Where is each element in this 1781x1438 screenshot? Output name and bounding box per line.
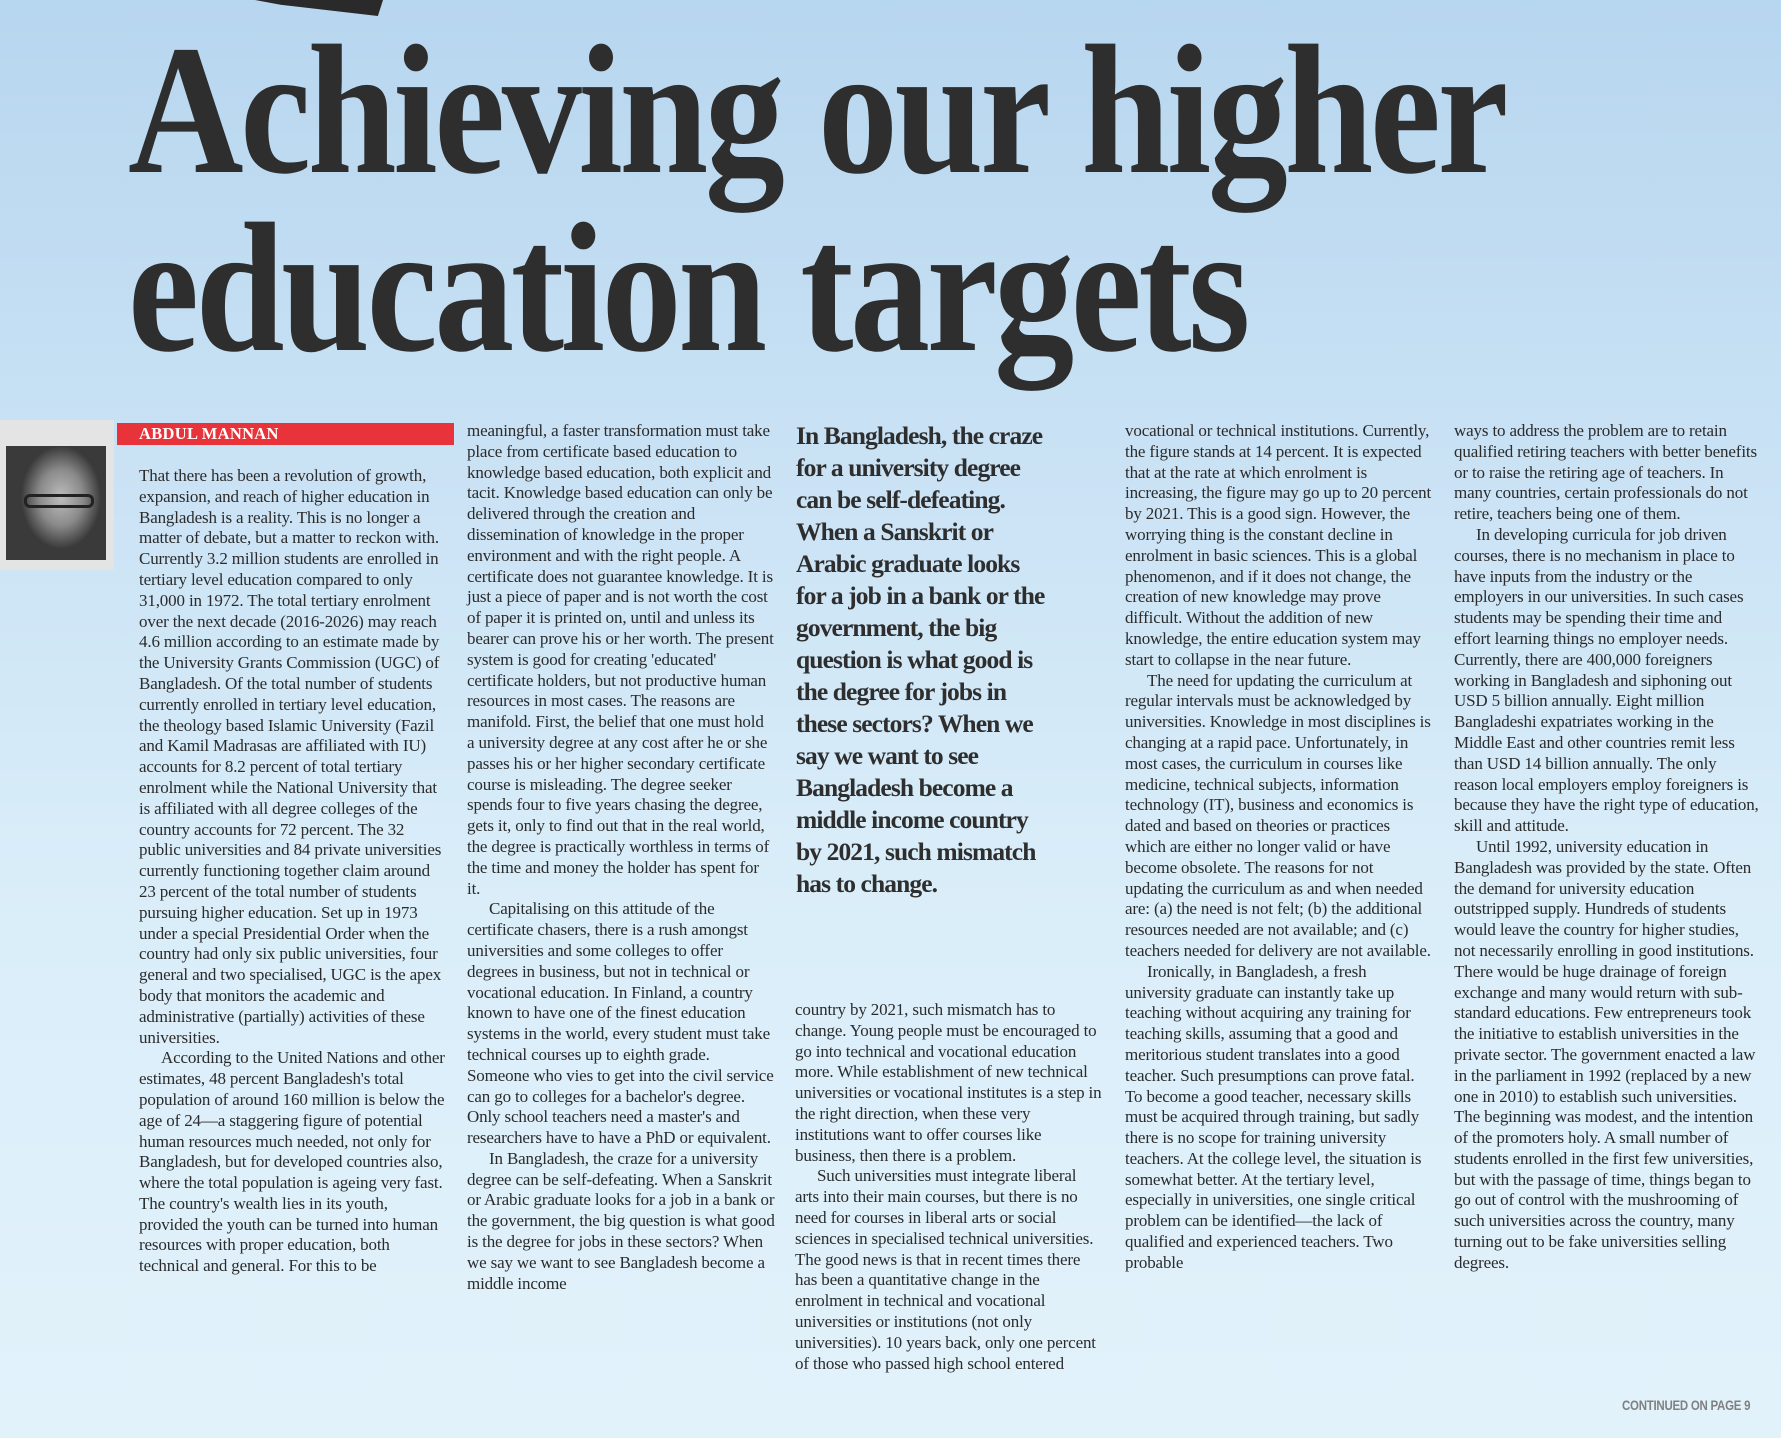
paragraph: vocational or technical institutions. Cu… (1125, 421, 1432, 669)
paragraph: ways to address the problem are to retai… (1454, 421, 1757, 524)
continued-on-page-label: CONTINUED ON PAGE 9 (1622, 1398, 1751, 1413)
headline: Achieving our higher education targets (128, 8, 1509, 391)
article-column-5: ways to address the problem are to retai… (1454, 421, 1762, 1274)
paragraph: country by 2021, such mismatch has to ch… (795, 1000, 1102, 1165)
headline-line-1: Achieving our higher (128, 8, 1509, 213)
article-column-1: That there has been a revolution of grow… (139, 466, 447, 1277)
article-column-4: vocational or technical institutions. Cu… (1125, 421, 1433, 1274)
paragraph: Such universities must integrate liberal… (795, 1166, 1096, 1373)
paragraph: In developing curricula for job driven c… (1454, 524, 1759, 836)
pull-quote: In Bangladesh, the craze for a universit… (796, 421, 1045, 898)
headline-line-2: education targets (128, 186, 1250, 391)
author-byline: ABDUL MANNAN (117, 423, 454, 445)
paragraph: Until 1992, university education in Bang… (1454, 836, 1756, 1272)
glasses-detail (24, 494, 94, 508)
paragraph: Capitalising on this attitude of the cer… (467, 899, 774, 1148)
paragraph: In Bangladesh, the craze for a universit… (467, 1148, 775, 1293)
article-column-3: country by 2021, such mismatch has to ch… (795, 1000, 1103, 1374)
paragraph: According to the United Nations and othe… (139, 1048, 445, 1276)
paragraph: Ironically, in Bangladesh, a fresh unive… (1125, 961, 1422, 1272)
author-photo-frame (0, 420, 114, 570)
paragraph: meaningful, a faster transformation must… (467, 421, 774, 898)
author-photo (6, 446, 106, 560)
paragraph: That there has been a revolution of grow… (139, 466, 442, 1047)
article-column-2: meaningful, a faster transformation must… (467, 421, 775, 1294)
paragraph: The need for updating the curriculum at … (1125, 670, 1431, 960)
